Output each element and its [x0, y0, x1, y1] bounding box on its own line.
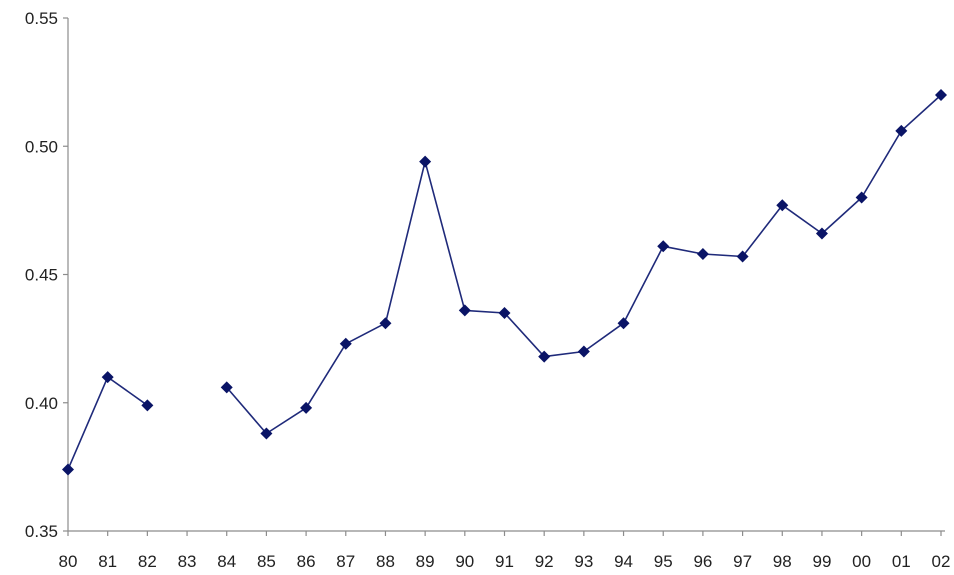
data-point-marker [815, 227, 828, 240]
data-point-marker [101, 371, 114, 384]
x-tick-label: 85 [257, 552, 276, 571]
series-lines [67, 94, 942, 470]
y-tick-label: 0.45 [25, 266, 58, 285]
data-point-marker [935, 88, 947, 101]
data-point-marker [657, 240, 670, 253]
data-point-marker [379, 317, 392, 330]
data-point-marker [617, 317, 630, 330]
data-point-marker [141, 399, 154, 412]
x-tick-label: 80 [59, 552, 78, 571]
x-tick-label: 02 [932, 552, 951, 571]
data-point-marker [855, 191, 868, 204]
x-tick-label: 83 [178, 552, 197, 571]
series-line-segment [226, 94, 942, 435]
x-tick-label: 82 [138, 552, 157, 571]
data-point-marker [577, 345, 590, 358]
x-tick-label: 81 [98, 552, 117, 571]
data-point-marker [736, 250, 749, 263]
x-axis-tick-labels: 80 81 82 83 84 85 86 87 88 89 90 91 92 93 94 95 96 97 98 99… [59, 552, 951, 571]
data-point-marker [419, 155, 432, 168]
data-point-marker [696, 247, 709, 260]
x-tick-label: 91 [495, 552, 514, 571]
data-point-marker [62, 463, 74, 476]
data-point-marker [260, 427, 273, 440]
x-tick-label: 88 [376, 552, 395, 571]
x-tick-label: 87 [336, 552, 355, 571]
x-tick-label: 95 [654, 552, 673, 571]
y-tick-label: 0.55 [25, 9, 58, 28]
data-point-marker [220, 381, 233, 394]
x-tick-label: 90 [455, 552, 474, 571]
axes [63, 17, 945, 536]
data-point-marker [458, 304, 471, 317]
data-point-marker [776, 199, 789, 212]
y-tick-label: 0.35 [25, 522, 58, 541]
x-tick-label: 99 [812, 552, 831, 571]
data-point-marker [339, 337, 352, 350]
x-tick-label: 98 [773, 552, 792, 571]
x-tick-label: 01 [892, 552, 911, 571]
x-tick-label: 97 [733, 552, 752, 571]
x-tick-label: 93 [574, 552, 593, 571]
data-point-marker [538, 350, 551, 363]
data-point-marker [498, 306, 511, 319]
data-point-marker [300, 401, 313, 414]
series-markers [62, 88, 947, 476]
y-axis-tick-labels: 0.35 0.40 0.45 0.50 0.55 [25, 9, 58, 541]
x-tick-label: 94 [614, 552, 633, 571]
x-tick-label: 89 [416, 552, 435, 571]
x-tick-label: 00 [852, 552, 871, 571]
x-tick-label: 84 [217, 552, 236, 571]
data-point-marker [895, 124, 908, 137]
y-tick-label: 0.40 [25, 394, 58, 413]
x-tick-label: 86 [297, 552, 316, 571]
x-tick-label: 92 [535, 552, 554, 571]
x-tick-label: 96 [693, 552, 712, 571]
y-tick-label: 0.50 [25, 137, 58, 156]
series-line-segment [67, 376, 148, 470]
